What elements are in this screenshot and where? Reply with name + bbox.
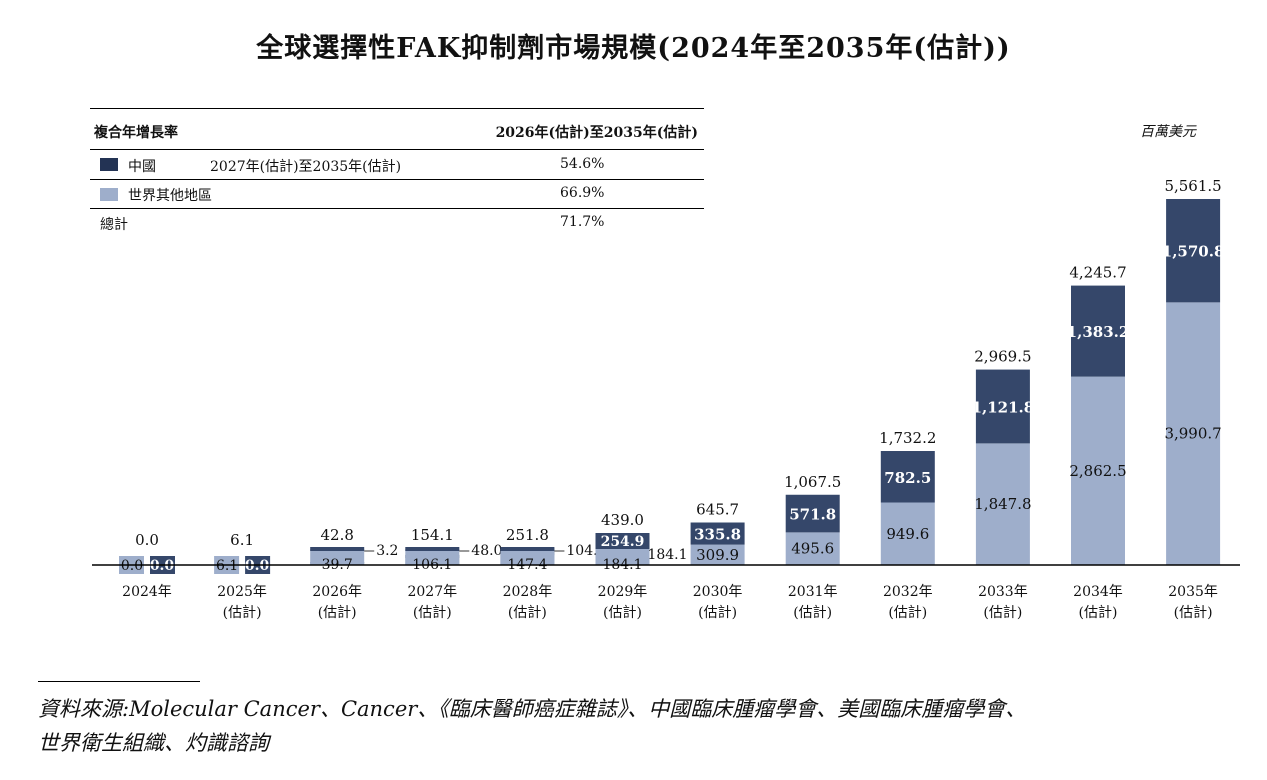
table-top-rule [90,108,704,109]
data-label-china: 335.8 [694,526,741,544]
total-label: 0.0 [135,531,159,549]
x-tick-label: 2029年 [598,584,648,600]
bar-china [1071,285,1125,377]
data-label-china: 254.9 [601,534,645,550]
cagr-value-total: 71.7% [560,214,605,230]
total-label: 251.8 [506,526,549,544]
bar-rest-of-world [310,549,365,565]
bar-china [1166,199,1221,303]
x-tick-sublabel: (估計) [318,605,357,621]
total-label: 6.1 [230,531,254,549]
x-tick-sublabel: (估計) [698,605,737,621]
total-label: 2,969.5 [974,348,1031,366]
source-rule [38,681,200,682]
cagr-period-china: 2027年(估計)至2035年(估計) [210,159,402,175]
x-tick-label: 2033年 [978,584,1028,600]
x-tick-sublabel: (估計) [223,605,262,621]
bar-rest-of-world [405,549,460,565]
x-tick-label: 2025年 [217,584,267,600]
cagr-label-total: 總計 [100,217,128,233]
bar-rest-of-world [1166,302,1221,565]
x-tick-label: 2026年 [312,584,362,600]
x-tick-sublabel: (估計) [1079,605,1118,621]
cagr-header-period: 2026年(估計)至2035年(估計) [495,125,698,141]
unit-label: 百萬美元 [1140,124,1196,140]
total-label: 1,067.5 [784,473,841,491]
data-label-china-side: 48.0 [471,543,502,559]
bar-china [880,451,935,503]
total-label: 42.8 [320,526,353,544]
data-label-rest-of-world: 495.6 [791,540,834,558]
x-tick-sublabel: (估計) [508,605,547,621]
x-tick-label: 2030年 [693,584,743,600]
bar-china [785,494,840,533]
cagr-value-china: 54.6% [560,156,605,172]
table-header-rule [90,149,704,150]
total-label: 154.1 [411,526,454,544]
bar-rest-of-world [500,549,555,565]
bar-china [595,533,650,549]
cagr-header-label: 複合年增長率 [94,125,178,141]
x-tick-sublabel: (估計) [413,605,452,621]
data-label-rest-of-world: 1,847.8 [974,495,1031,513]
x-tick-sublabel: (估計) [793,605,832,621]
table-row-rule [90,179,704,180]
cagr-value-rest-of-world: 66.9% [560,185,605,201]
data-label-rest-of-world: 309.9 [696,546,739,564]
x-tick-label: 2027年 [407,584,457,600]
data-label-rest-of-world: 3,990.7 [1164,425,1221,443]
chart-title: 全球選擇性FAK抑制劑市場規模(2024年至2035年(估計)) [256,33,1011,64]
legend-label-rest-of-world: 世界其他地區 [128,188,212,204]
bar-china [405,547,460,551]
total-label: 5,561.5 [1164,177,1221,195]
data-label-china: 0.0 [245,558,270,574]
x-tick-label: 2028年 [503,584,553,600]
x-tick-label: 2034年 [1073,584,1123,600]
x-tick-label: 2024年 [122,584,172,600]
x-tick-label: 2032年 [883,584,933,600]
data-label-rest-of-world: 0.0 [121,558,143,574]
x-tick-sublabel: (估計) [1174,605,1213,621]
total-label: 645.7 [696,501,739,519]
data-label-china: 0.0 [150,558,175,574]
total-label: 1,732.2 [879,429,936,447]
bar-china [500,547,555,551]
bar-rest-of-world [785,532,840,565]
data-label-rest-of-world: 6.1 [216,558,238,574]
x-tick-label: 2031年 [788,584,838,600]
data-label-china: 782.5 [884,469,931,487]
source-text: Molecular Cancer、Cancer、《臨床醫師癌症雜誌》、中國臨床腫… [129,697,1027,721]
data-label-rest-of-world: 2,862.5 [1069,462,1126,480]
data-label-rest-of-world-side: 184.1 [647,547,687,563]
data-label-rest-of-world: 949.6 [886,525,929,543]
total-label: 4,245.7 [1069,264,1126,282]
x-tick-label: 2035年 [1168,584,1218,600]
data-label-china-side: 3.2 [376,543,398,559]
bar-china [690,522,745,545]
source-label: 資料來源: [38,697,130,721]
data-label-china: 1,570.8 [1162,243,1225,261]
table-row-rule [90,208,704,209]
data-label-china: 1,383.2 [1067,323,1130,341]
x-tick-sublabel: (估計) [983,605,1022,621]
x-tick-sublabel: (估計) [888,605,927,621]
bar-china [975,369,1030,444]
data-label-china: 571.8 [789,506,836,524]
bar-rest-of-world [690,544,745,565]
bar-rest-of-world [975,443,1030,565]
source-text-line2: 世界衛生組織、灼識諮詢 [38,731,269,755]
bar-rest-of-world [1071,376,1125,565]
legend-swatch-rest-of-world [100,188,118,201]
legend-label-china: 中國 [128,159,156,175]
data-label-china: 1,121.8 [972,398,1035,416]
source-note: 資料來源:Molecular Cancer、Cancer、《臨床醫師癌症雜誌》、… [38,692,1258,760]
total-label: 439.0 [601,511,644,529]
bar-rest-of-world [880,502,935,565]
x-tick-sublabel: (估計) [603,605,642,621]
bar-rest-of-world [595,549,650,565]
bar-china [310,547,365,551]
legend-swatch-china [100,158,118,171]
